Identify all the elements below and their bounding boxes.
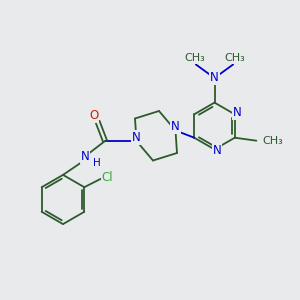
Text: Cl: Cl — [102, 171, 113, 184]
Text: N: N — [80, 150, 89, 163]
Text: N: N — [131, 131, 140, 144]
Text: N: N — [171, 120, 180, 134]
Text: H: H — [93, 158, 101, 168]
Text: N: N — [233, 106, 242, 119]
Text: CH₃: CH₃ — [224, 53, 245, 63]
Text: CH₃: CH₃ — [262, 136, 283, 146]
Text: N: N — [210, 71, 219, 84]
Text: O: O — [89, 109, 98, 122]
Text: CH₃: CH₃ — [184, 53, 205, 63]
Text: N: N — [212, 144, 221, 158]
